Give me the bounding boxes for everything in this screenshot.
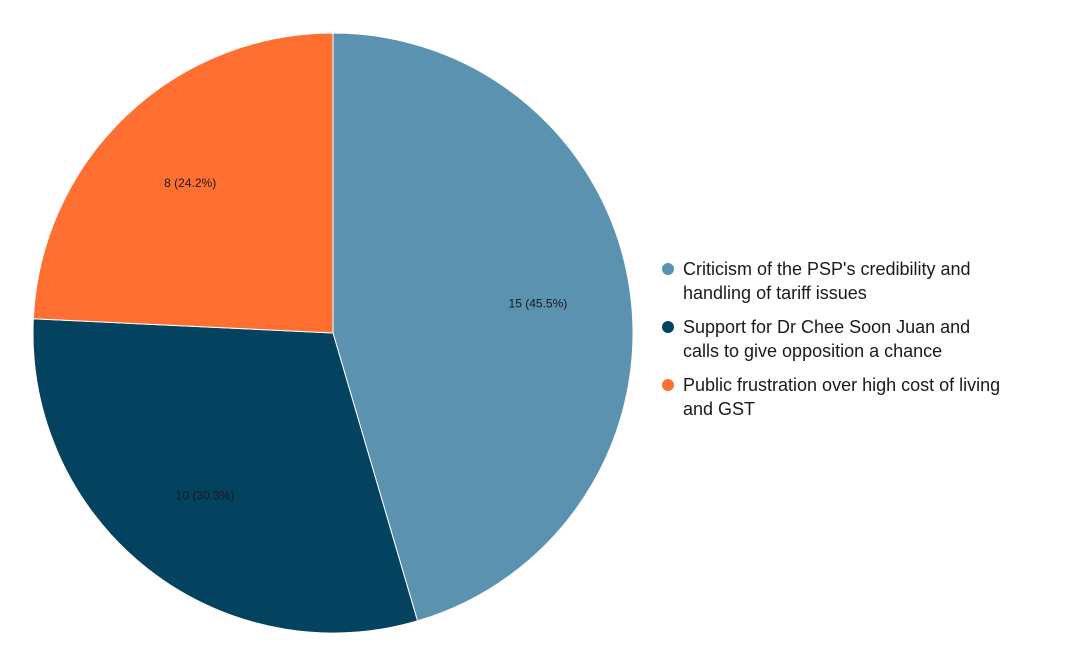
slice-label-2: 10 (30.3%) [176, 489, 235, 503]
legend-item-2: Support for Dr Chee Soon Juan and calls t… [662, 317, 970, 361]
pie-data-labels: 15 (45.5%) 10 (30.3%) 8 (24.2%) [164, 176, 567, 503]
legend-label-2-line-1: Support for Dr Chee Soon Juan and [683, 317, 970, 337]
legend-marker-3 [662, 379, 674, 391]
legend-label-3-line-1: Public frustration over high cost of liv… [683, 375, 1000, 395]
legend-item-1: Criticism of the PSP's credibility and ha… [662, 259, 971, 303]
pie-slices [32, 32, 634, 634]
legend-label-3-line-2: and GST [683, 399, 755, 419]
pie-slice-2 [32, 318, 419, 634]
legend-marker-2 [662, 321, 674, 333]
pie-slice-3 [32, 32, 334, 334]
slice-label-1: 15 (45.5%) [509, 297, 568, 311]
legend-label-1-line-2: handling of tariff issues [683, 283, 867, 303]
legend: Criticism of the PSP's credibility and ha… [662, 259, 1000, 419]
legend-marker-1 [662, 263, 674, 275]
legend-item-3: Public frustration over high cost of liv… [662, 375, 1000, 419]
legend-label-2-line-2: calls to give opposition a chance [683, 341, 942, 361]
pie-slice-1 [332, 32, 634, 622]
legend-label-1-line-1: Criticism of the PSP's credibility and [683, 259, 971, 279]
slice-label-3: 8 (24.2%) [164, 176, 216, 190]
